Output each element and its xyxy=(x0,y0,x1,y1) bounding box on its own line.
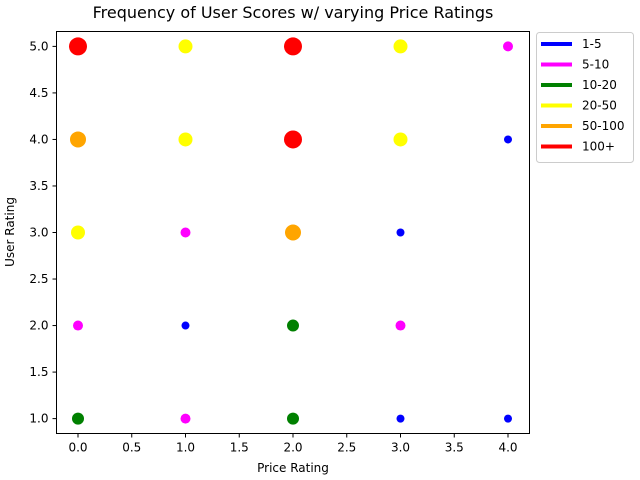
x-tick-label: 3.5 xyxy=(445,441,464,455)
y-tick-label: 1.0 xyxy=(29,412,48,426)
scatter-point xyxy=(503,41,513,52)
y-tick-label: 4.5 xyxy=(29,86,48,100)
chart-title: Frequency of User Scores w/ varying Pric… xyxy=(93,3,494,22)
legend-label: 50-100 xyxy=(582,119,625,133)
x-ticks: 0.0 0.5 1.0 1.5 2.0 2.5 3.0 3.5 4.0 xyxy=(68,433,518,455)
y-tick-label: 2.0 xyxy=(29,319,48,333)
legend-label: 5-10 xyxy=(582,58,609,72)
x-tick-label: 0.5 xyxy=(122,441,141,455)
x-tick-label: 2.0 xyxy=(283,441,302,455)
y-tick-label: 3.0 xyxy=(29,226,48,240)
y-tick-label: 4.0 xyxy=(29,132,48,146)
legend: 1-5 5-10 10-20 20-50 50-100 100+ xyxy=(536,32,634,163)
scatter-point xyxy=(181,321,190,330)
y-axis-label: User Rating xyxy=(3,197,17,267)
y-tick-label: 1.5 xyxy=(29,365,48,379)
scatter-point xyxy=(287,412,299,425)
legend-label: 20-50 xyxy=(582,99,617,113)
scatter-point xyxy=(395,320,406,331)
scatter-point xyxy=(393,132,408,147)
scatter-point xyxy=(504,414,512,423)
x-tick-label: 0.0 xyxy=(68,441,87,455)
x-tick-label: 3.0 xyxy=(391,441,410,455)
x-tick-label: 1.0 xyxy=(176,441,195,455)
legend-label: 1-5 xyxy=(582,37,602,51)
x-tick-label: 1.5 xyxy=(230,441,249,455)
scatter-point xyxy=(178,39,193,54)
x-tick-label: 4.0 xyxy=(498,441,517,455)
x-tick-label: 2.5 xyxy=(337,441,356,455)
scatter-point xyxy=(393,39,408,54)
scatter-point xyxy=(72,412,84,425)
legend-label: 10-20 xyxy=(582,78,617,92)
scatter-point xyxy=(73,320,83,331)
scatter-point xyxy=(180,413,191,424)
scatter-point xyxy=(180,227,191,238)
scatter-point xyxy=(396,228,405,237)
scatter-point xyxy=(504,135,512,144)
scatter-point xyxy=(284,37,302,56)
scatter-point xyxy=(71,225,85,240)
scatter-point xyxy=(178,132,193,147)
y-ticks: 1.0 1.5 2.0 2.5 3.0 3.5 4.0 4.5 5.0 xyxy=(29,39,57,426)
scatter-point xyxy=(284,130,302,149)
points-layer xyxy=(69,37,513,425)
y-tick-label: 2.5 xyxy=(29,272,48,286)
y-tick-label: 5.0 xyxy=(29,39,48,53)
legend-label: 100+ xyxy=(582,140,615,154)
y-tick-label: 3.5 xyxy=(29,179,48,193)
scatter-point xyxy=(69,37,87,56)
x-axis-label: Price Rating xyxy=(257,461,329,475)
scatter-point xyxy=(396,414,405,423)
scatter-point xyxy=(70,131,86,148)
scatter-point xyxy=(285,224,301,241)
scatter-point xyxy=(287,319,299,332)
